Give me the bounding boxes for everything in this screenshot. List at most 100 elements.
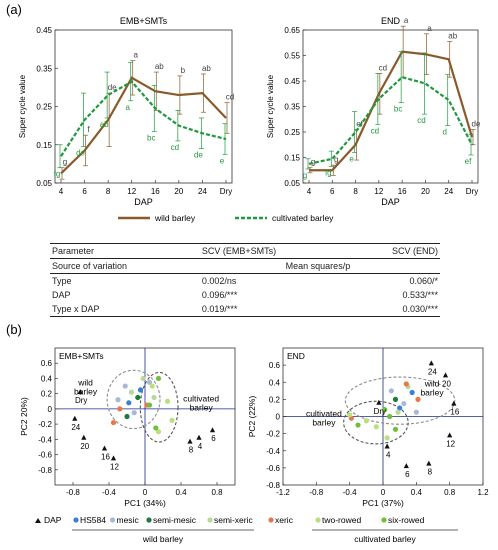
y-tick-label: -0.2 bbox=[38, 420, 52, 429]
y-tick-label: 0.65 bbox=[284, 26, 300, 35]
sample-point bbox=[146, 402, 153, 408]
sample-point bbox=[131, 410, 137, 416]
wild-barley-annotation: barley bbox=[420, 388, 444, 398]
dap-marker bbox=[403, 463, 409, 469]
y-tick-label: -0.4 bbox=[38, 435, 52, 444]
x-tick-label: 0.4 bbox=[411, 488, 423, 497]
y-tick-label: 0.4 bbox=[41, 374, 53, 383]
y-tick-label: -0.2 bbox=[266, 430, 280, 439]
x-tick-label: 4 bbox=[59, 187, 64, 196]
cultivated-barley-annotation: barley bbox=[190, 402, 214, 412]
x-tick-label: 6 bbox=[82, 187, 87, 196]
x-tick-label: -0.8 bbox=[66, 488, 80, 497]
legend-label-cultivated: cultivated barley bbox=[272, 213, 334, 223]
sample-point bbox=[409, 389, 415, 396]
dap-label: 24 bbox=[428, 367, 437, 376]
legend-group-dot bbox=[73, 517, 79, 523]
sample-point bbox=[387, 413, 393, 420]
series-line bbox=[60, 76, 227, 175]
sample-point bbox=[355, 422, 361, 428]
x-tick-label: 12 bbox=[374, 187, 383, 196]
dap-marker bbox=[187, 438, 193, 444]
dap-marker bbox=[447, 432, 453, 438]
legend-group-dot bbox=[146, 517, 152, 523]
y-axis-label: Super cycle value bbox=[18, 74, 27, 138]
dap-marker bbox=[101, 445, 108, 451]
sample-point bbox=[128, 389, 135, 395]
dap-label: 6 bbox=[405, 470, 410, 479]
legend-group-label: HS584 bbox=[80, 515, 106, 525]
legend-a: wild barley cultivated barley bbox=[118, 213, 334, 223]
table-subheader-cell: Source of variation bbox=[50, 258, 196, 274]
significance-letter: cd bbox=[417, 116, 425, 125]
sample-point bbox=[153, 425, 159, 431]
x-tick-label: 16 bbox=[151, 187, 160, 196]
y-tick-label: 0.15 bbox=[36, 141, 52, 150]
significance-letter: g bbox=[311, 158, 315, 167]
dap-label: 12 bbox=[446, 439, 455, 448]
y-tick-label: -0.6 bbox=[38, 451, 52, 460]
sample-point bbox=[395, 409, 401, 415]
x-tick-label: Dry bbox=[220, 187, 232, 196]
legend-group-label: two-rowed bbox=[322, 515, 361, 525]
significance-letter: e bbox=[349, 154, 354, 163]
chart-title: EMB+SMTs bbox=[59, 351, 104, 361]
significance-letter: cd bbox=[226, 93, 234, 102]
legend-group-dot bbox=[109, 517, 116, 523]
series-line bbox=[308, 75, 473, 165]
x-tick-label: 4 bbox=[307, 187, 312, 196]
sample-point bbox=[373, 424, 379, 430]
significance-letter: e bbox=[220, 156, 225, 165]
dap-label: 12 bbox=[110, 462, 119, 471]
dap-label: 20 bbox=[442, 379, 451, 388]
sample-point bbox=[151, 394, 157, 401]
significance-letter: ef bbox=[465, 157, 472, 166]
dap-marker bbox=[209, 427, 216, 433]
x-tick-label: 0.4 bbox=[175, 488, 187, 497]
table-cell: 0.060/* bbox=[409, 276, 438, 286]
y-tick-label: 0.35 bbox=[284, 103, 300, 112]
sample-point bbox=[149, 383, 155, 389]
significance-letter: g bbox=[303, 171, 307, 180]
dap-label: 8 bbox=[428, 468, 433, 477]
sample-point bbox=[392, 426, 399, 432]
table-header-cell: SCV (EMB+SMTs) bbox=[195, 243, 348, 259]
y-tick-label: -0.4 bbox=[266, 447, 280, 456]
legend-group-dot bbox=[268, 517, 274, 523]
x-axis-label: PC1 (34%) bbox=[124, 498, 166, 508]
sample-point bbox=[155, 429, 162, 435]
x-axis-label: DAP bbox=[134, 197, 153, 207]
wild-barley-annotation: wild bbox=[424, 379, 440, 389]
sample-point bbox=[122, 383, 128, 389]
y-tick-label: 0.35 bbox=[36, 64, 52, 73]
legend-label-wild: wild barley bbox=[154, 213, 196, 223]
wild-barley-outline bbox=[106, 369, 161, 430]
table-header-cell: SCV (END) bbox=[347, 243, 440, 259]
sample-point bbox=[146, 379, 153, 385]
y-tick-label: -0.8 bbox=[266, 481, 280, 490]
sample-point bbox=[110, 419, 117, 426]
x-tick-label: 8 bbox=[106, 187, 111, 196]
legend-group-dot bbox=[207, 517, 213, 523]
x-tick-label: 1.2 bbox=[477, 488, 489, 497]
table-cell: Type x DAP bbox=[50, 302, 196, 317]
cultivated-barley-annotation: cultivated bbox=[183, 393, 219, 403]
significance-letter: fg bbox=[54, 170, 61, 179]
table-subheader-cell: Mean squares/p bbox=[195, 258, 440, 274]
sample-point bbox=[115, 397, 121, 403]
legend-cultivated-group: cultivated barley bbox=[354, 534, 416, 544]
significance-letter: de bbox=[108, 83, 117, 92]
dap-label: 8 bbox=[189, 446, 194, 455]
dap-label: 4 bbox=[386, 450, 391, 459]
legend-b: DAP HS584 mesic semi-mesic semi-xeric xeric wi… bbox=[35, 515, 458, 544]
legend-dap-label: DAP bbox=[44, 515, 62, 525]
sample-point bbox=[415, 396, 421, 402]
legend-wild-group: wild barley bbox=[142, 534, 184, 544]
significance-letter: ab bbox=[202, 64, 211, 73]
y-tick-label: 0.05 bbox=[36, 179, 52, 188]
significance-letter: ab bbox=[100, 120, 109, 129]
y-tick-label: -0.8 bbox=[38, 466, 52, 475]
y-tick-label: 0.2 bbox=[41, 390, 53, 399]
